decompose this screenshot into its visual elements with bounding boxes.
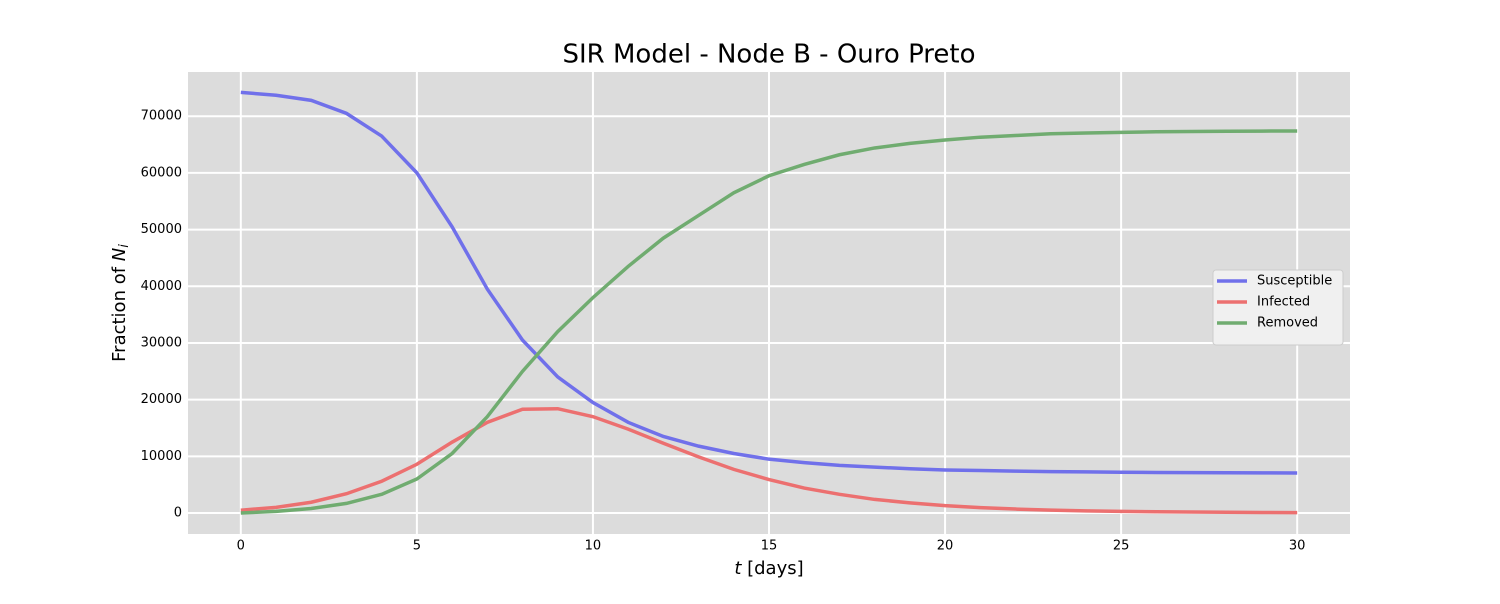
y-tick-label: 70000 [141, 109, 182, 124]
y-tick-label: 30000 [141, 335, 182, 350]
x-tick-label: 25 [1113, 539, 1130, 554]
x-tick-label: 30 [1289, 539, 1306, 554]
x-tick-label: 10 [585, 539, 602, 554]
y-tick-label: 20000 [141, 392, 182, 407]
x-axis-label: t [days] [734, 558, 803, 579]
y-tick-label: 0 [174, 506, 182, 521]
legend-label: Removed [1257, 316, 1318, 331]
x-tick-label: 5 [413, 539, 421, 554]
x-tick-label: 0 [237, 539, 245, 554]
y-tick-label: 10000 [141, 449, 182, 464]
y-label-sub: i [117, 244, 132, 248]
x-tick-label: 15 [761, 539, 778, 554]
series-line [240, 129, 1298, 515]
chart-title: SIR Model - Node B - Ouro Preto [562, 40, 975, 70]
y-tick-label: 40000 [141, 279, 182, 294]
x-label-var: t [734, 558, 742, 579]
legend-box [1212, 269, 1344, 346]
y-tick-label: 50000 [141, 222, 182, 237]
y-tick-label: 60000 [141, 165, 182, 180]
legend-label: Infected [1257, 295, 1310, 310]
y-label-var: N [109, 248, 130, 261]
y-axis-label: Fraction of Ni [109, 244, 132, 362]
series-line [240, 90, 1298, 475]
series-line [240, 406, 1298, 515]
x-label-unit: [days] [741, 558, 803, 579]
legend-label: Susceptible [1257, 274, 1332, 289]
x-tick-label: 20 [937, 539, 954, 554]
y-label-text: Fraction of [109, 261, 130, 362]
